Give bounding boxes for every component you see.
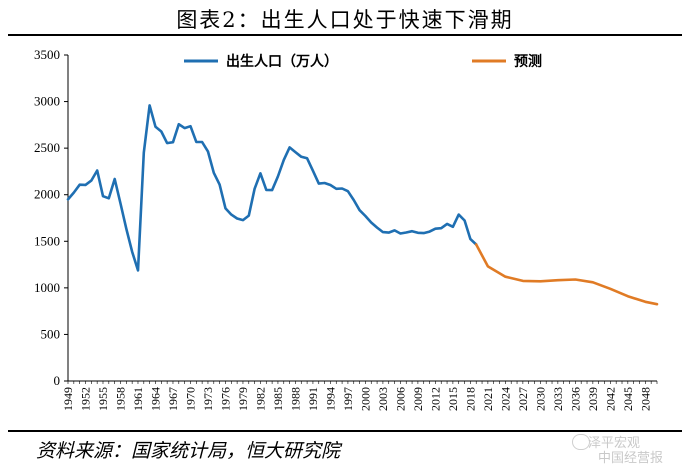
x-tick-label: 1979	[236, 387, 250, 411]
x-tick-label: 2012	[428, 387, 442, 411]
x-tick-label: 2033	[551, 387, 565, 411]
watermark-line-2: 中国经营报	[598, 451, 664, 466]
y-tick-label: 3500	[34, 47, 60, 62]
y-tick-label: 500	[41, 326, 61, 341]
x-tick-label: 1976	[218, 387, 232, 411]
x-tick-label: 1967	[166, 387, 180, 411]
x-tick-label: 2039	[586, 387, 600, 411]
chart-title: 图表2：出生人口处于快速下滑期	[176, 8, 514, 32]
x-tick-label: 1970	[183, 387, 197, 411]
x-tick-label: 2000	[358, 387, 372, 411]
x-tick-label: 1955	[96, 387, 110, 411]
x-tick-label: 1949	[61, 387, 75, 411]
x-tick-label: 2021	[481, 387, 495, 411]
y-tick-label: 2000	[34, 187, 60, 202]
line-chart: 0 500 1000 1500 2000 2500 3000 3500 1949 1952 1955…	[34, 47, 659, 411]
x-tick-label: 2042	[603, 387, 617, 411]
forecast-line	[474, 243, 659, 306]
legend-actual-label: 出生人口（万人）	[226, 53, 338, 70]
x-tick-label: 1961	[131, 387, 145, 411]
x-tick-label: 2018	[463, 387, 477, 411]
x-tick-label: 1973	[201, 387, 215, 411]
x-tick-label: 1964	[148, 387, 162, 411]
x-tick-label: 1958	[113, 387, 127, 411]
x-tick-label: 2030	[533, 387, 547, 411]
x-tick-label: 2006	[393, 387, 407, 411]
x-tick-label: 1982	[253, 387, 267, 411]
x-tick-label: 2003	[376, 387, 390, 411]
x-tick-label: 1994	[323, 387, 337, 411]
x-tick-label: 1952	[78, 387, 92, 411]
x-tick-label: 1991	[306, 387, 320, 411]
watermark-line-1: 泽平宏观	[588, 436, 641, 451]
legend-forecast-label: 预测	[514, 53, 542, 70]
x-tick-label: 2015	[446, 387, 460, 411]
x-tick-label: 1985	[271, 387, 285, 411]
wechat-logo-icon	[572, 434, 590, 450]
actual-births-line	[66, 104, 478, 272]
x-tick-label: 2048	[638, 387, 652, 411]
x-tick-label: 2027	[516, 387, 530, 411]
bottom-rule	[8, 430, 682, 432]
x-tick-label: 2024	[498, 387, 512, 411]
x-tick-label: 1988	[288, 387, 302, 411]
top-rule	[8, 34, 682, 36]
x-tick-label: 2009	[411, 387, 425, 411]
y-tick-label: 1000	[34, 280, 60, 295]
x-tick-label: 2036	[568, 387, 582, 411]
y-tick-label: 3000	[34, 94, 60, 109]
y-tick-label: 2500	[34, 140, 60, 155]
x-tick-label: 1997	[341, 387, 355, 411]
y-tick-label: 0	[54, 373, 61, 388]
source-note: 资料来源：国家统计局，恒大研究院	[36, 440, 341, 462]
x-tick-label: 2045	[621, 387, 635, 411]
y-tick-label: 1500	[34, 233, 60, 248]
